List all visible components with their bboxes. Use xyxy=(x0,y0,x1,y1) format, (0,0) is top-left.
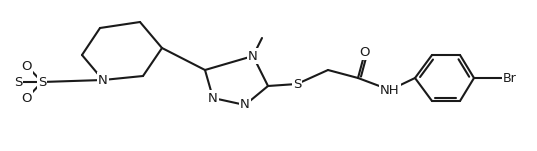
Text: N: N xyxy=(240,98,250,111)
Text: N: N xyxy=(248,50,258,63)
Text: Br: Br xyxy=(503,72,517,85)
Text: N: N xyxy=(98,74,108,87)
Text: O: O xyxy=(22,92,32,104)
Text: S: S xyxy=(14,76,22,88)
Text: N: N xyxy=(208,92,218,104)
Text: O: O xyxy=(360,45,370,58)
Text: S: S xyxy=(38,76,46,88)
Text: O: O xyxy=(22,59,32,72)
Text: NH: NH xyxy=(380,84,400,96)
Text: S: S xyxy=(38,76,46,88)
Text: O: O xyxy=(22,59,32,72)
Text: O: O xyxy=(22,92,32,104)
Text: S: S xyxy=(293,77,301,90)
